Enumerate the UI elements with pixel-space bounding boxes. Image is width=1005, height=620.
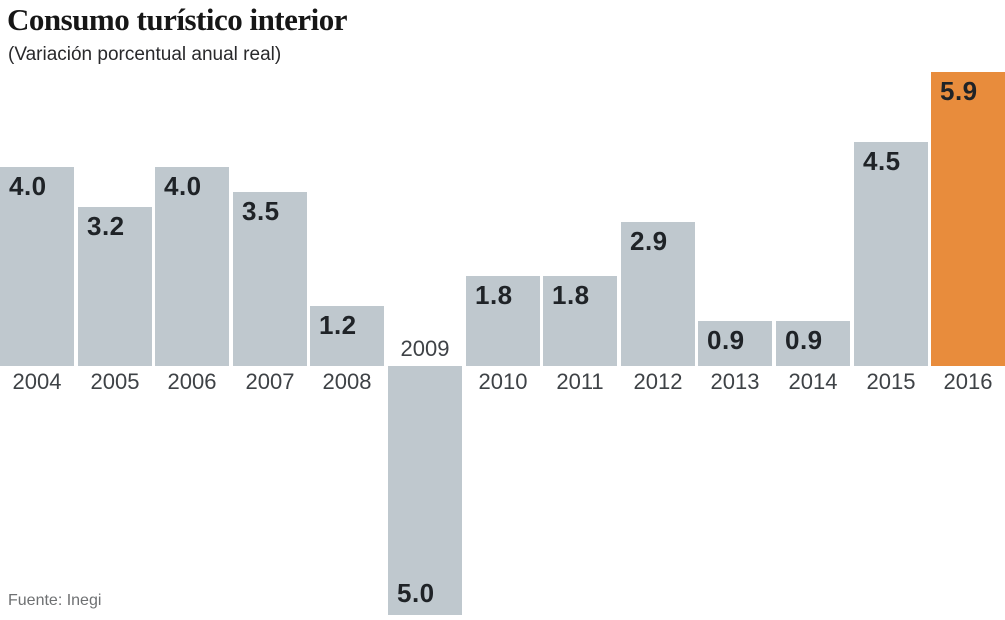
bar-2010: 1.8 (466, 276, 540, 366)
bar-2012: 2.9 (621, 222, 695, 366)
bar-value-label: 4.0 (164, 171, 202, 201)
bar-2011: 1.8 (543, 276, 617, 366)
chart-title: Consumo turístico interior (7, 2, 348, 37)
year-label-2007: 2007 (245, 369, 295, 394)
year-label-2013: 2013 (710, 369, 760, 394)
year-label-2011: 2011 (556, 369, 604, 394)
bar-2005: 3.2 (78, 207, 152, 366)
bar-2009: 5.0 (388, 366, 462, 615)
bar-value-label: 2.9 (630, 226, 668, 256)
bar-2007: 3.5 (233, 192, 307, 366)
bar-value-label: 0.9 (707, 325, 745, 355)
bar-value-label: 1.2 (319, 310, 357, 340)
year-label-2005: 2005 (90, 369, 140, 394)
bar-value-label: 5.0 (397, 578, 435, 608)
chart-subtitle: (Variación porcentual anual real) (8, 44, 282, 65)
bar-value-label: 0.9 (785, 325, 823, 355)
bar-2014: 0.9 (776, 321, 850, 366)
source-note: Fuente: Inegi (8, 592, 102, 609)
bar-value-label: 3.5 (242, 196, 280, 226)
bar-2015: 4.5 (854, 142, 928, 366)
year-label-2015: 2015 (866, 369, 916, 394)
bar-2013: 0.9 (698, 321, 772, 366)
bar-value-label: 1.8 (552, 280, 590, 310)
bar-2008: 1.2 (310, 306, 384, 366)
bar-value-label: 4.0 (9, 171, 47, 201)
bar-value-label: 5.9 (940, 76, 978, 106)
bar-value-label: 3.2 (87, 211, 125, 241)
bar-value-label: 4.5 (863, 146, 901, 176)
year-label-2016: 2016 (943, 369, 993, 394)
year-label-2012: 2012 (633, 369, 683, 394)
year-label-2008: 2008 (322, 369, 372, 394)
bar-2004: 4.0 (0, 167, 74, 366)
year-label-2004: 2004 (12, 369, 62, 394)
year-label-2014: 2014 (788, 369, 838, 394)
year-label-2010: 2010 (478, 369, 528, 394)
year-label-2009: 2009 (400, 336, 450, 361)
bar-value-label: 1.8 (475, 280, 513, 310)
year-label-2006: 2006 (167, 369, 217, 394)
bar-2016: 5.9 (931, 72, 1005, 366)
bar-2006: 4.0 (155, 167, 229, 366)
